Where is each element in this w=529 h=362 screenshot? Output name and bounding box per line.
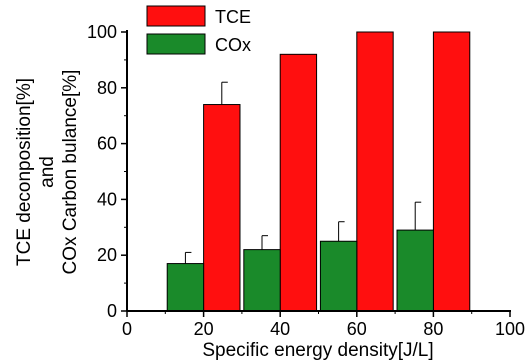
x-tick-label-0: 0 (122, 319, 132, 339)
tick-labels-group: 0 20 40 60 80 100 0 20 40 60 80 100 (87, 22, 525, 339)
axes-group (121, 30, 511, 317)
error-bars-group (184, 81, 422, 264)
y-tick-label-0: 0 (107, 301, 117, 321)
bar-cox-60 (319, 240, 358, 312)
bar-tce-40 (279, 53, 318, 312)
x-tick-label-80: 80 (423, 319, 443, 339)
legend: TCE COx (146, 5, 251, 55)
legend-swatch-tce (146, 5, 206, 27)
y-axis-title-line-1: TCE deconposition[%] (14, 78, 35, 266)
y-axis-title: TCE deconposition[%] and COx Carbon bula… (14, 70, 81, 275)
y-axis-title-line-3: COx Carbon bulance[%] (60, 70, 81, 275)
y-tick-label-100: 100 (87, 22, 117, 42)
x-tick-label-40: 40 (270, 319, 290, 339)
bar-cox-20 (166, 263, 205, 312)
legend-label-tce: TCE (215, 7, 251, 27)
legend-label-cox: COx (215, 35, 251, 55)
legend-swatch-cox (146, 33, 206, 55)
bars-group (166, 31, 471, 312)
y-tick-label-20: 20 (97, 245, 117, 265)
bar-tce-60 (356, 31, 394, 312)
y-tick-label-80: 80 (97, 78, 117, 98)
y-axis-title-line-2: and (37, 156, 58, 188)
x-axis-title: Specific energy density[J/L] (202, 340, 433, 361)
bar-cox-40 (243, 249, 281, 312)
bar-tce-20 (203, 104, 241, 312)
bar-cox-80 (396, 229, 434, 312)
bar-tce-80 (432, 31, 471, 312)
y-tick-label-60: 60 (97, 134, 117, 154)
x-tick-label-20: 20 (194, 319, 214, 339)
x-tick-label-60: 60 (347, 319, 367, 339)
x-tick-label-100: 100 (495, 319, 525, 339)
y-tick-label-40: 40 (97, 189, 117, 209)
